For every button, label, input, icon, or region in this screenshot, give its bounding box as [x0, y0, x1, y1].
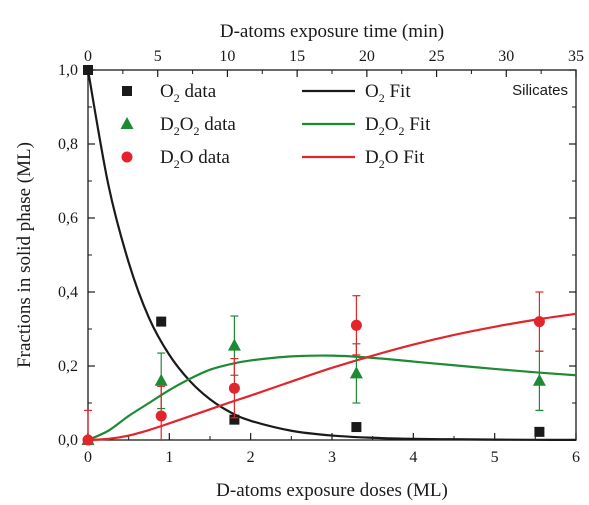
triangle-marker [349, 366, 363, 379]
legend-label: O2 data [160, 81, 217, 105]
square-marker [229, 414, 240, 425]
legend-label: D2O2 data [160, 114, 236, 138]
triangle-marker [120, 117, 134, 129]
x-tick-label: 3 [328, 449, 336, 466]
top-x-tick-label: 15 [289, 48, 305, 65]
top-x-tick-label: 25 [429, 48, 445, 65]
fit-line [87, 354, 577, 442]
top-x-axis-label: D-atoms exposure time (min) [220, 21, 444, 42]
y-tick-label: 0,8 [58, 136, 78, 153]
legend-label: D2O Fit [365, 147, 425, 171]
square-marker [83, 65, 93, 75]
y-tick-label: 0,6 [58, 210, 78, 227]
y-tick-label: 0,2 [58, 358, 78, 375]
silicates-annotation: Silicates [512, 82, 568, 99]
x-tick-label: 4 [409, 449, 417, 466]
triangle-marker [532, 373, 546, 386]
y-tick-label: 0,0 [58, 432, 78, 449]
square-marker [156, 316, 167, 327]
circle-marker [121, 151, 133, 163]
triangle-marker [227, 338, 241, 351]
triangle-marker [154, 373, 168, 386]
circle-marker [155, 410, 167, 422]
y-axis-label: Fractions in solid phase (ML) [14, 142, 35, 368]
x-tick-label: 1 [165, 449, 173, 466]
legend-label: O2 Fit [365, 81, 411, 105]
top-x-tick-label: 10 [219, 48, 235, 65]
legend-label: D2O data [160, 147, 230, 171]
x-tick-label: 2 [247, 449, 255, 466]
square-marker [351, 422, 362, 433]
x-tick-label: 5 [491, 449, 499, 466]
circle-marker [350, 319, 362, 331]
fit-line [87, 312, 577, 442]
x-tick-label: 6 [572, 449, 580, 466]
data-points [81, 65, 546, 446]
y-tick-label: 1,0 [58, 62, 78, 79]
x-axis-label: D-atoms exposure doses (ML) [216, 480, 448, 501]
legend-label: D2O2 Fit [365, 114, 431, 138]
top-x-tick-label: 20 [359, 48, 375, 65]
circle-marker [533, 316, 545, 328]
top-x-tick-label: 30 [498, 48, 514, 65]
square-marker [534, 426, 545, 437]
square-marker [122, 86, 132, 96]
top-x-tick-label: 35 [568, 48, 584, 65]
axis-ticks: 0 1 2 3 4 5 6 0 5 10 15 20 25 30 35 0,0 0,2 0,4 0,6 0,8 1,0 [58, 48, 584, 466]
top-x-tick-label: 0 [84, 48, 92, 65]
x-tick-label: 0 [84, 449, 92, 466]
legend: O2 data D2O2 data D2O data O2 Fit D2O2 Fit D2… [120, 81, 431, 171]
fit-line [86, 69, 577, 441]
circle-marker [82, 434, 94, 446]
y-tick-label: 0,4 [58, 284, 78, 301]
circle-marker [228, 382, 240, 394]
fit-curves [86, 69, 577, 442]
top-x-tick-label: 5 [154, 48, 162, 65]
